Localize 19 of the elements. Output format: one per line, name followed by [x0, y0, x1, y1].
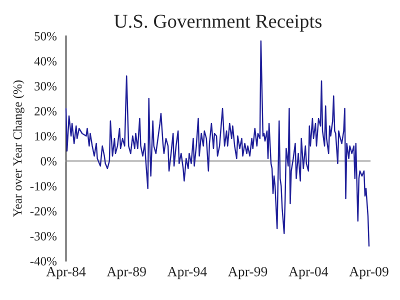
x-tick-label: Apr-84 — [46, 266, 86, 280]
y-tick-label: -30% — [30, 232, 57, 240]
y-tick-label: 10% — [35, 132, 57, 140]
y-tick-label: -20% — [30, 207, 57, 216]
y-tick-label: 20% — [34, 107, 57, 116]
x-tick-label: Apr-89 — [106, 266, 146, 280]
chart-title: U.S. Government Receipts — [114, 14, 322, 32]
y-tick-label: 40% — [34, 57, 57, 66]
y-axis-title: Year over Year Change (%) — [12, 80, 24, 217]
x-tick-label: Apr-99 — [228, 266, 268, 280]
x-tick-label: Apr-04 — [288, 266, 328, 280]
y-tick-label: -40% — [30, 257, 57, 266]
y-tick-label: 50% — [34, 32, 57, 40]
x-tick-label: Apr-94 — [167, 266, 207, 280]
x-tick-label: Apr-09 — [349, 266, 388, 280]
y-tick-label: 30% — [34, 82, 57, 90]
line-series — [65, 40, 370, 247]
y-tick-label: -10% — [30, 182, 57, 190]
y-tick-label: 0% — [40, 157, 57, 166]
